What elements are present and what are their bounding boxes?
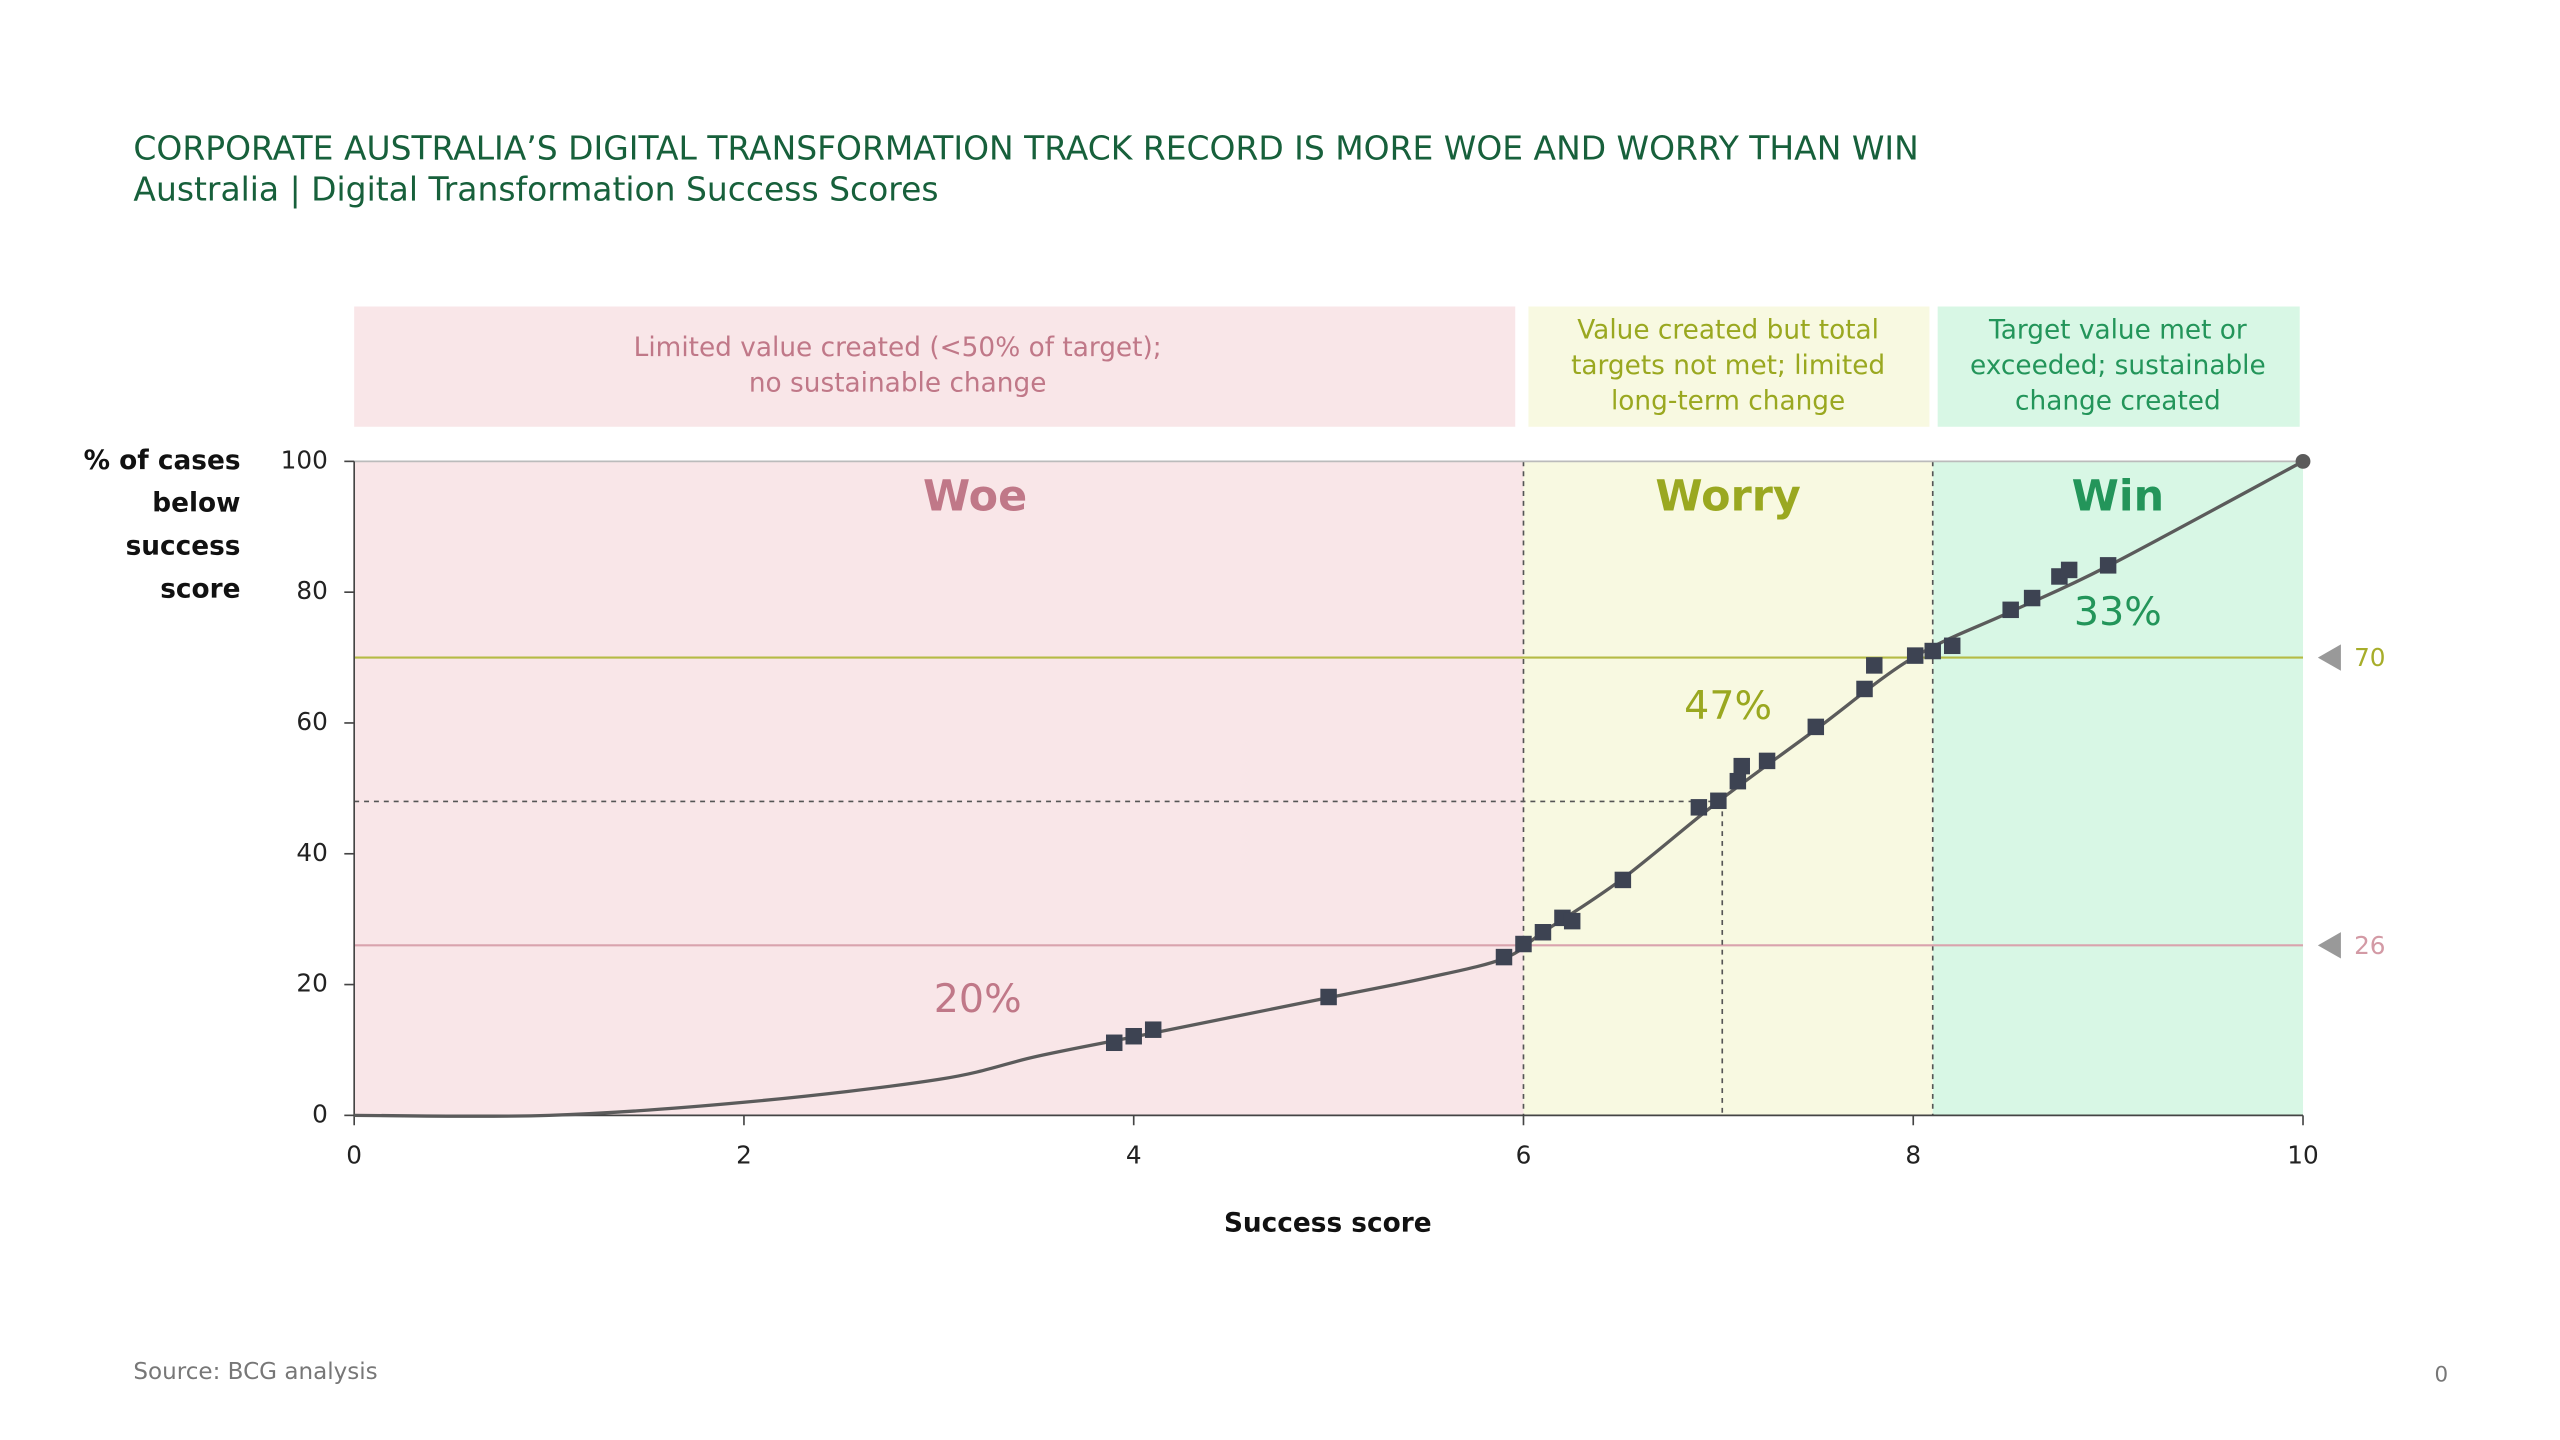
marker bbox=[1125, 1027, 1142, 1045]
marker bbox=[1690, 799, 1708, 816]
page-number: 0 bbox=[2435, 1363, 2449, 1388]
x-tick-label: 2 bbox=[736, 1141, 752, 1170]
marker bbox=[1563, 912, 1581, 930]
marker bbox=[1729, 772, 1747, 790]
reference-label: 26 bbox=[2354, 931, 2385, 960]
x-tick-label: 0 bbox=[346, 1141, 362, 1170]
chart-subtitle: Australia | Digital Transformation Succe… bbox=[133, 170, 938, 209]
region-description: Value created but total bbox=[1577, 316, 1879, 346]
x-axis-label: Success score bbox=[1224, 1209, 1432, 1239]
region-band bbox=[354, 461, 1524, 1116]
marker bbox=[1943, 637, 1961, 655]
marker bbox=[1758, 752, 1776, 770]
marker bbox=[2002, 601, 2019, 619]
marker bbox=[2023, 589, 2041, 607]
x-tick-label: 4 bbox=[1126, 1141, 1142, 1170]
reference-arrow bbox=[2317, 644, 2341, 671]
reference-arrow bbox=[2317, 932, 2341, 959]
region-header-box bbox=[354, 306, 1516, 427]
y-tick-label: 40 bbox=[296, 838, 327, 867]
marker bbox=[1320, 988, 1337, 1006]
y-tick-label: 0 bbox=[312, 1099, 328, 1128]
region-description: targets not met; limited bbox=[1571, 351, 1885, 381]
y-tick-label: 60 bbox=[296, 707, 327, 736]
y-tick-label: 20 bbox=[296, 969, 327, 998]
marker bbox=[1866, 657, 1883, 674]
marker bbox=[1710, 792, 1727, 810]
y-axis-label: below bbox=[152, 489, 240, 519]
marker bbox=[1144, 1021, 1162, 1038]
y-tick-label: 100 bbox=[281, 445, 328, 474]
region-description: Target value met or bbox=[1988, 316, 2247, 346]
marker bbox=[1733, 757, 1750, 775]
region-band bbox=[1932, 461, 2304, 1116]
region-label: Worry bbox=[1655, 472, 1800, 522]
marker bbox=[2099, 557, 2117, 574]
x-tick-label: 10 bbox=[2287, 1141, 2318, 1170]
end-point bbox=[2295, 453, 2311, 469]
x-tick-label: 8 bbox=[1905, 1141, 1921, 1170]
region-label: Woe bbox=[923, 472, 1027, 522]
marker bbox=[1856, 680, 1873, 698]
marker bbox=[1515, 935, 1532, 953]
marker bbox=[1105, 1034, 1123, 1052]
reference-label: 70 bbox=[2354, 643, 2385, 672]
region-description: long-term change bbox=[1611, 387, 1845, 417]
region-share: 33% bbox=[2074, 589, 2162, 635]
y-axis-label: score bbox=[160, 574, 240, 604]
curve bbox=[354, 459, 2304, 1118]
marker bbox=[1906, 647, 1924, 664]
x-tick-label: 6 bbox=[1516, 1141, 1532, 1170]
region-description: exceeded; sustainable bbox=[1970, 351, 2266, 381]
marker bbox=[1614, 871, 1632, 889]
region-band bbox=[1523, 461, 1933, 1116]
source: Source: BCG analysis bbox=[133, 1359, 377, 1385]
region-description: no sustainable change bbox=[749, 368, 1047, 398]
region-header-box bbox=[1528, 306, 1930, 427]
region-share: 47% bbox=[1684, 683, 1772, 729]
region-description: change created bbox=[2015, 387, 2221, 417]
chart-title: CORPORATE AUSTRALIA’S DIGITAL TRANSFORMA… bbox=[133, 129, 1918, 168]
region-share: 20% bbox=[934, 976, 1022, 1022]
marker bbox=[1495, 948, 1513, 966]
marker bbox=[1534, 924, 1552, 941]
y-axis-label: % of cases bbox=[84, 446, 241, 476]
marker bbox=[2060, 561, 2078, 579]
region-description: Limited value created (<50% of target); bbox=[634, 333, 1162, 363]
marker bbox=[1807, 718, 1825, 736]
y-tick-label: 80 bbox=[296, 576, 327, 605]
region-header-box bbox=[1937, 306, 2300, 427]
marker bbox=[1924, 642, 1941, 660]
region-label: Win bbox=[2072, 472, 2164, 522]
y-axis-label: success bbox=[126, 532, 241, 562]
